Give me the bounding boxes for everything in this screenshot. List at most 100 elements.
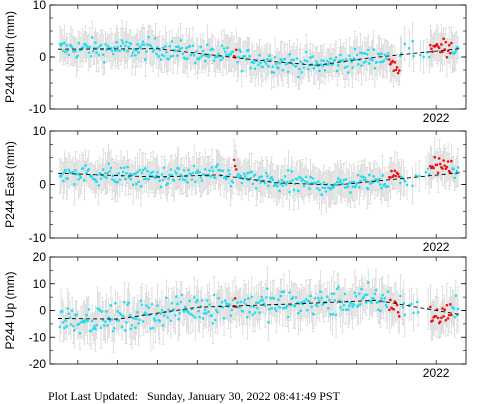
data-point [181,52,185,56]
data-point [71,324,75,328]
data-point [165,51,168,54]
data-point [323,69,327,72]
recent-data-point [392,69,396,73]
data-point [264,62,268,66]
data-point [119,44,123,48]
data-point [237,55,240,59]
data-point [152,48,156,52]
data-point [129,42,133,46]
data-point [155,313,158,317]
data-point [116,180,119,184]
data-point [453,316,457,319]
data-point [69,44,73,47]
data-point [345,65,349,68]
data-point [67,168,71,172]
data-point [358,185,361,189]
data-point [348,304,351,308]
plot-frame [49,4,467,110]
data-point [196,298,199,302]
data-point [208,169,211,172]
data-point [253,67,257,71]
recent-data-point [395,65,399,69]
plot-updated-footer: Plot Last Updated: Sunday, January 30, 2… [48,389,340,404]
data-point [183,178,187,182]
data-point [135,49,138,52]
data-point [254,301,258,305]
data-point [249,66,252,70]
data-point [154,319,157,323]
data-point [114,301,117,305]
data-point [283,57,287,61]
data-point [321,186,325,190]
data-point [456,46,460,49]
data-point [156,304,159,307]
data-point [324,190,328,193]
data-point [291,178,295,182]
data-point [215,308,218,312]
data-point [289,180,292,184]
data-point [297,311,300,315]
data-point [293,304,297,308]
data-point [175,45,178,49]
data-point [106,324,109,327]
data-point [334,56,338,59]
data-point [244,177,248,181]
data-point [81,167,85,170]
data-point [215,165,218,169]
data-point [84,164,87,167]
data-point [104,42,107,46]
data-point [361,52,364,55]
data-point [107,162,111,166]
data-point [299,309,302,313]
data-point [86,45,89,48]
recent-data-point [391,59,394,63]
data-point [372,297,376,301]
data-point [159,185,163,189]
data-point [351,66,354,69]
data-point [260,295,264,299]
y-tick-label: -10 [29,102,47,116]
data-point [336,177,340,180]
data-point [96,173,99,177]
data-point [415,300,419,304]
data-point [223,50,227,54]
data-point [211,169,215,173]
data-point [285,304,289,308]
data-point [303,179,307,183]
data-point [87,167,91,171]
data-point [210,314,214,317]
recent-data-point [432,166,435,170]
data-point [193,180,197,183]
data-point [137,180,140,184]
data-point [112,326,116,330]
data-point [128,172,132,176]
data-point [386,290,390,293]
data-point [315,304,319,308]
data-point [159,312,163,315]
data-point [67,53,71,57]
data-point [144,311,147,315]
data-point [221,56,225,60]
data-point [281,184,285,188]
trend-line [58,48,461,66]
x-tick-label: 2022 [423,240,450,254]
data-point [90,36,94,39]
data-point [278,61,281,65]
data-point [193,61,197,65]
data-point [155,52,158,56]
recent-data-point [433,155,437,159]
data-point [87,308,91,311]
data-point [359,303,362,306]
data-point [329,57,332,60]
data-point [400,175,403,179]
data-point [350,60,353,64]
data-point [83,179,86,182]
data-point [144,167,147,170]
data-point [127,176,131,179]
data-point [104,171,107,175]
data-point [350,180,353,184]
recent-data-point [396,172,400,176]
data-point [369,182,372,185]
recent-data-point [448,303,452,306]
data-point [376,308,380,311]
